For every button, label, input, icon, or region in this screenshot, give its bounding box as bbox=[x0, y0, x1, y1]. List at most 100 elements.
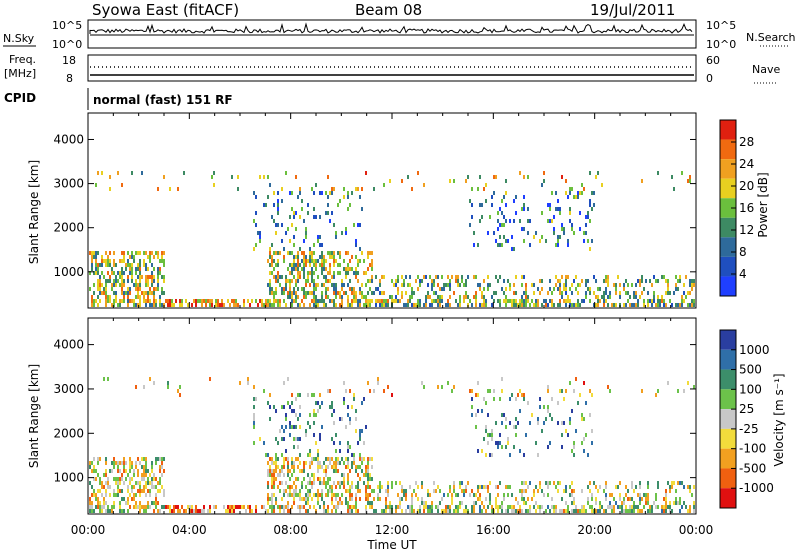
power-cell bbox=[97, 263, 99, 267]
velocity-cell bbox=[521, 489, 523, 493]
power-cell bbox=[519, 171, 521, 175]
velocity-cell bbox=[359, 497, 361, 501]
velocity-cell bbox=[131, 489, 133, 493]
power-cell bbox=[549, 207, 551, 211]
velocity-cell bbox=[649, 509, 651, 513]
velocity-cell bbox=[97, 489, 99, 493]
power-cell bbox=[311, 259, 313, 263]
velocity-cell bbox=[317, 453, 319, 457]
power-cell bbox=[559, 287, 561, 291]
power-cell bbox=[277, 303, 279, 307]
velocity-cell bbox=[203, 505, 205, 509]
power-cell bbox=[425, 299, 427, 303]
velocity-cell bbox=[547, 445, 549, 449]
velocity-cell bbox=[501, 421, 503, 425]
power-cell bbox=[635, 295, 637, 299]
power-cell bbox=[345, 227, 347, 231]
velocity-cell bbox=[143, 509, 145, 513]
velocity-cell bbox=[573, 497, 575, 501]
velocity-cell bbox=[123, 509, 125, 513]
velocity-cell bbox=[503, 497, 505, 501]
velocity-cell bbox=[687, 381, 689, 385]
velocity-cell bbox=[133, 497, 135, 501]
velocity-cell bbox=[525, 489, 527, 493]
velocity-cell bbox=[511, 505, 513, 509]
power-cell bbox=[691, 299, 693, 303]
velocity-cell bbox=[351, 509, 353, 513]
power-cell bbox=[475, 291, 477, 295]
power-cell bbox=[431, 303, 433, 307]
velocity-cell bbox=[651, 505, 653, 509]
power-cell bbox=[555, 283, 557, 287]
velocity-cell bbox=[675, 497, 677, 501]
velocity-cell bbox=[157, 481, 159, 485]
power-cell bbox=[465, 179, 467, 183]
power-cell bbox=[143, 251, 145, 255]
power-cell bbox=[129, 291, 131, 295]
velocity-cell bbox=[327, 509, 329, 513]
power-cell bbox=[123, 271, 125, 275]
velocity-cell bbox=[569, 485, 571, 489]
power-cell bbox=[169, 303, 171, 307]
power-cell bbox=[521, 299, 523, 303]
power-cell bbox=[449, 279, 451, 283]
velocity-cell bbox=[561, 389, 563, 393]
velocity-cell bbox=[253, 397, 255, 401]
power-cell bbox=[335, 295, 337, 299]
velocity-cell bbox=[479, 497, 481, 501]
velocity-cell bbox=[565, 389, 567, 393]
power-cell bbox=[417, 171, 419, 175]
velocity-cell bbox=[343, 481, 345, 485]
velocity-cell bbox=[351, 485, 353, 489]
power-cell bbox=[661, 299, 663, 303]
velocity-cell bbox=[519, 489, 521, 493]
velocity-cell bbox=[313, 393, 315, 397]
velocity-cell bbox=[645, 497, 647, 501]
power-cell bbox=[315, 283, 317, 287]
velocity-cell bbox=[471, 405, 473, 409]
power-cell bbox=[269, 303, 271, 307]
power-cell bbox=[147, 275, 149, 279]
velocity-cell bbox=[609, 389, 611, 393]
velocity-cell bbox=[155, 457, 157, 461]
velocity-cell bbox=[561, 433, 563, 437]
power-cell bbox=[493, 231, 495, 235]
velocity-cell bbox=[399, 497, 401, 501]
power-cell bbox=[293, 291, 295, 295]
power-cell bbox=[487, 283, 489, 287]
power-cell bbox=[303, 295, 305, 299]
power-cell bbox=[349, 279, 351, 283]
power-cell bbox=[355, 295, 357, 299]
power-cell bbox=[571, 283, 573, 287]
velocity-cell bbox=[673, 481, 675, 485]
power-cell bbox=[665, 291, 667, 295]
velocity-cell bbox=[481, 485, 483, 489]
power-cell bbox=[313, 303, 315, 307]
power-cell bbox=[275, 279, 277, 283]
velocity-cell bbox=[423, 501, 425, 505]
power-cell bbox=[295, 279, 297, 283]
power-cell bbox=[293, 299, 295, 303]
velocity-cell bbox=[313, 409, 315, 413]
power-cell bbox=[133, 283, 135, 287]
velocity-cell bbox=[369, 505, 371, 509]
power-cell bbox=[411, 291, 413, 295]
power-cell bbox=[693, 283, 695, 287]
power-cell bbox=[149, 299, 151, 303]
velocity-cell bbox=[373, 497, 375, 501]
power-cell bbox=[101, 259, 103, 263]
power-cell bbox=[91, 299, 93, 303]
power-cell bbox=[497, 227, 499, 231]
velocity-cell bbox=[111, 509, 113, 513]
power-cell bbox=[515, 291, 517, 295]
velocity-cell bbox=[139, 489, 141, 493]
velocity-cell bbox=[537, 417, 539, 421]
velocity-cell bbox=[291, 485, 293, 489]
power-cell bbox=[333, 291, 335, 295]
velocity-cell bbox=[339, 461, 341, 465]
velocity-cell bbox=[427, 509, 429, 513]
velocity-cell bbox=[455, 509, 457, 513]
velocity-ytick-label: 3000 bbox=[53, 382, 84, 396]
power-cell bbox=[509, 287, 511, 291]
velocity-cell bbox=[299, 453, 301, 457]
